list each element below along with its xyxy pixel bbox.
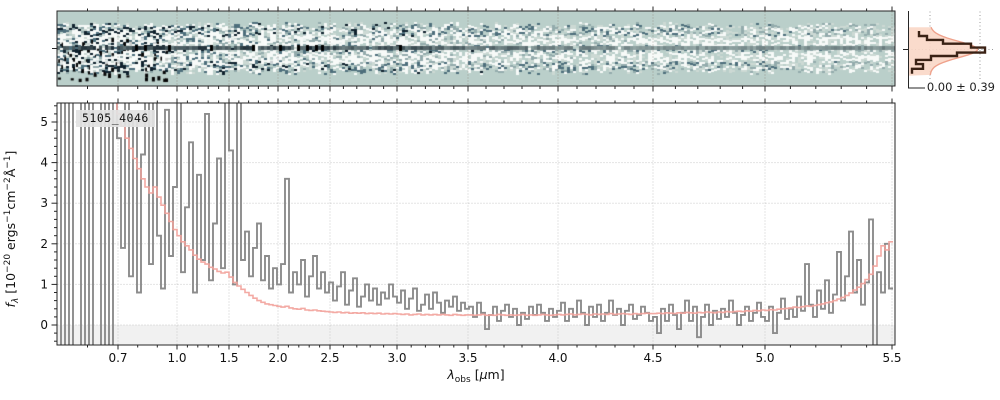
below-zero-band [57, 325, 895, 345]
y-axis-label: fλ [10−20 ergs−1cm−2Å−1] [3, 79, 23, 379]
label-part: ] [3, 150, 18, 156]
main-plot-background [57, 325, 895, 345]
label-part: Å [3, 168, 18, 178]
uncertainty-line [116, 103, 893, 317]
y-tick-label: 5 [40, 115, 48, 129]
label-part: −1 [3, 209, 13, 223]
x-tick-label: 4.5 [643, 351, 662, 365]
label-part: μ [479, 367, 488, 382]
flux-spectrum-line [60, 103, 893, 345]
y-tick-label: 2 [40, 237, 48, 251]
main-gridlines [57, 103, 895, 345]
label-part: −1 [3, 155, 13, 169]
x-axis-label: λobs [μm] [376, 367, 576, 385]
x-tick-label: 1.5 [219, 351, 238, 365]
panel-frames [56, 10, 896, 346]
label-part: f [3, 303, 18, 308]
label-part: −2 [3, 177, 13, 191]
label-part: [ [470, 367, 480, 382]
y-tick-label: 4 [40, 156, 48, 170]
label-part: λ [447, 367, 455, 382]
label-part: [10 [3, 272, 18, 298]
source-id-label: 5105_4046 [76, 110, 155, 127]
profile-annotation: 0.00 ± 0.39 [924, 80, 997, 94]
y-tick-label: 3 [40, 196, 48, 210]
label-part: λ [11, 297, 21, 304]
gaussian-model-fill [908, 27, 978, 76]
axis-ticks [51, 6, 893, 350]
twod-spectrum-image [57, 11, 895, 86]
label-part: −20 [3, 253, 13, 273]
x-tick-label: 2.5 [320, 351, 339, 365]
x-tick-label: 0.7 [108, 351, 127, 365]
x-tick-label: 2.0 [268, 351, 287, 365]
spatial-profile-steps [910, 31, 987, 74]
label-part: ergs [3, 222, 18, 254]
label-part: m] [487, 367, 505, 382]
x-tick-label: 3.5 [458, 351, 477, 365]
x-tick-label: 4.0 [548, 351, 567, 365]
axis-tick-labels: 0.7 1.0 1.5 2.0 2.5 3.0 3.5 4.0 4.5 5.0 5.5 0 1 2 3 4 5 [40, 115, 901, 365]
label-part: obs [454, 375, 471, 385]
gaussian-model-edge [929, 26, 978, 76]
spatial-profile-panel [903, 11, 995, 89]
x-tick-label: 5.0 [755, 351, 774, 365]
twod-gridlines [117, 11, 893, 86]
y-tick-label: 1 [40, 277, 48, 291]
x-tick-label: 3.0 [387, 351, 406, 365]
x-tick-label: 1.0 [167, 351, 186, 365]
twod-panel-frame [56, 10, 896, 87]
spectrum-series [60, 103, 893, 345]
x-tick-label: 5.5 [882, 351, 901, 365]
main-panel-frame [56, 102, 896, 346]
label-part: cm [3, 190, 18, 210]
y-tick-label: 0 [40, 318, 48, 332]
